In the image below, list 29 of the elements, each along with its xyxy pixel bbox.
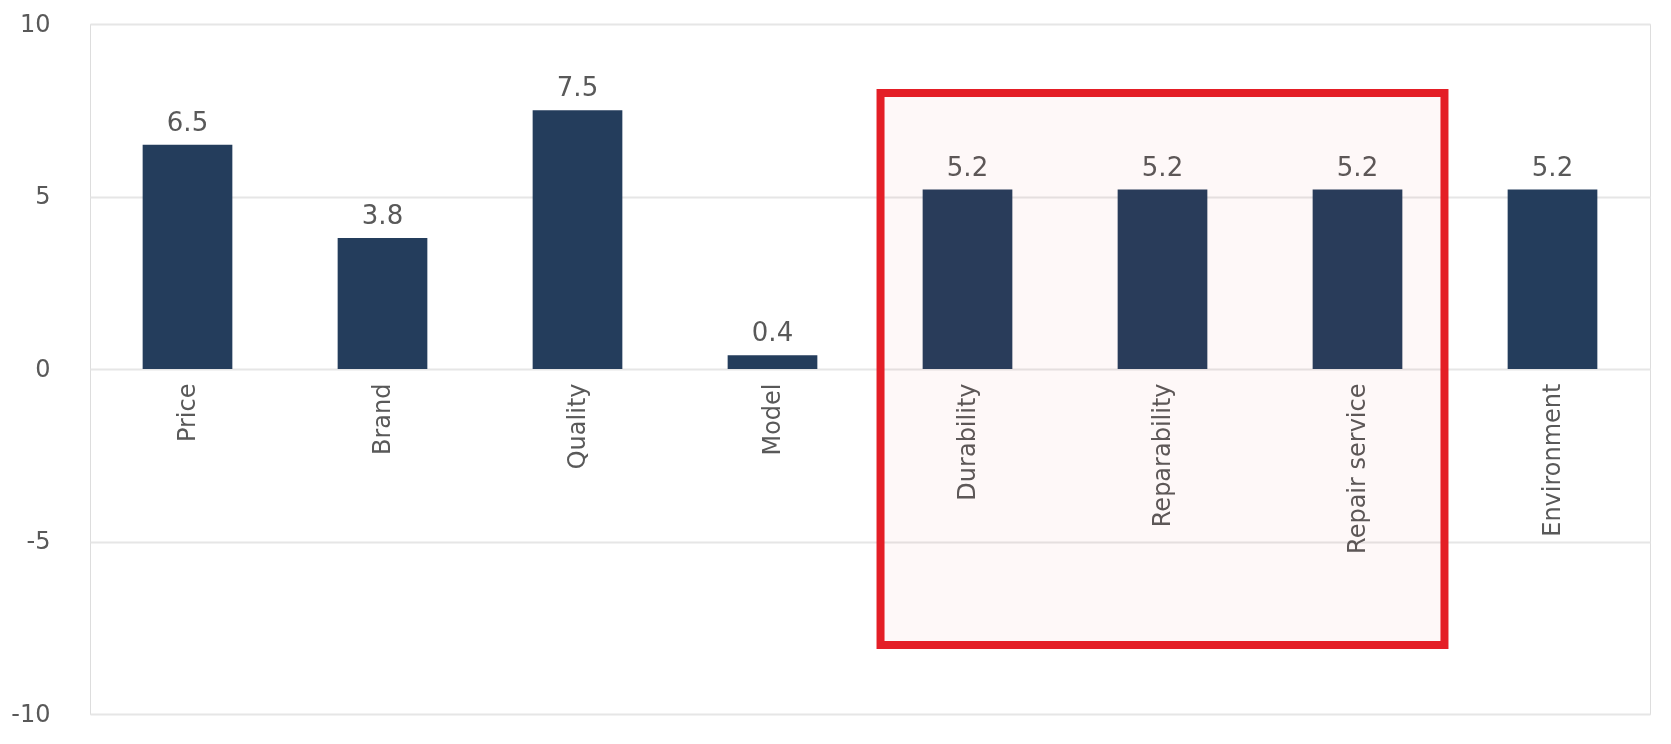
x-tick-label: Model bbox=[757, 383, 786, 456]
y-tick-label: 10 bbox=[19, 9, 51, 38]
data-label: 7.5 bbox=[556, 72, 599, 103]
x-tick-label: Environment bbox=[1537, 383, 1566, 537]
data-label: 5.2 bbox=[1141, 151, 1184, 182]
y-tick-label: 0 bbox=[35, 354, 51, 383]
x-tick-label: Durability bbox=[952, 383, 981, 501]
bar bbox=[142, 144, 233, 369]
data-label: 0.4 bbox=[751, 317, 794, 348]
bar bbox=[727, 355, 818, 369]
data-label: 5.2 bbox=[1531, 151, 1574, 182]
bar bbox=[1117, 189, 1208, 369]
bar bbox=[1312, 189, 1403, 369]
y-tick-label: -10 bbox=[11, 699, 51, 728]
x-tick-label: Reparability bbox=[1147, 383, 1176, 528]
x-tick-label: Quality bbox=[562, 383, 591, 470]
x-tick-label: Price bbox=[172, 383, 201, 443]
bar bbox=[922, 189, 1013, 369]
bar bbox=[337, 237, 428, 369]
y-tick-label: 5 bbox=[35, 182, 51, 210]
x-tick-label: Brand bbox=[367, 383, 396, 455]
data-label: 6.5 bbox=[166, 106, 209, 137]
x-tick-label: Repair service bbox=[1342, 383, 1371, 554]
y-tick-label: -5 bbox=[26, 527, 51, 555]
data-label: 5.2 bbox=[946, 151, 989, 182]
data-label: 5.2 bbox=[1336, 151, 1379, 182]
data-label: 3.8 bbox=[361, 199, 404, 230]
bar bbox=[532, 110, 623, 369]
bar bbox=[1507, 189, 1598, 369]
